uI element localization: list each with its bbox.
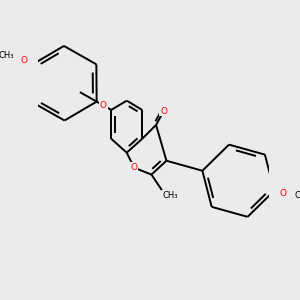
Text: CH₃: CH₃	[0, 51, 14, 60]
Text: O: O	[130, 163, 138, 172]
Text: CH₃: CH₃	[294, 191, 300, 200]
Text: O: O	[100, 101, 107, 110]
Text: O: O	[279, 189, 286, 198]
Text: O: O	[21, 56, 28, 65]
Text: O: O	[160, 106, 167, 116]
Text: CH₃: CH₃	[163, 191, 178, 200]
